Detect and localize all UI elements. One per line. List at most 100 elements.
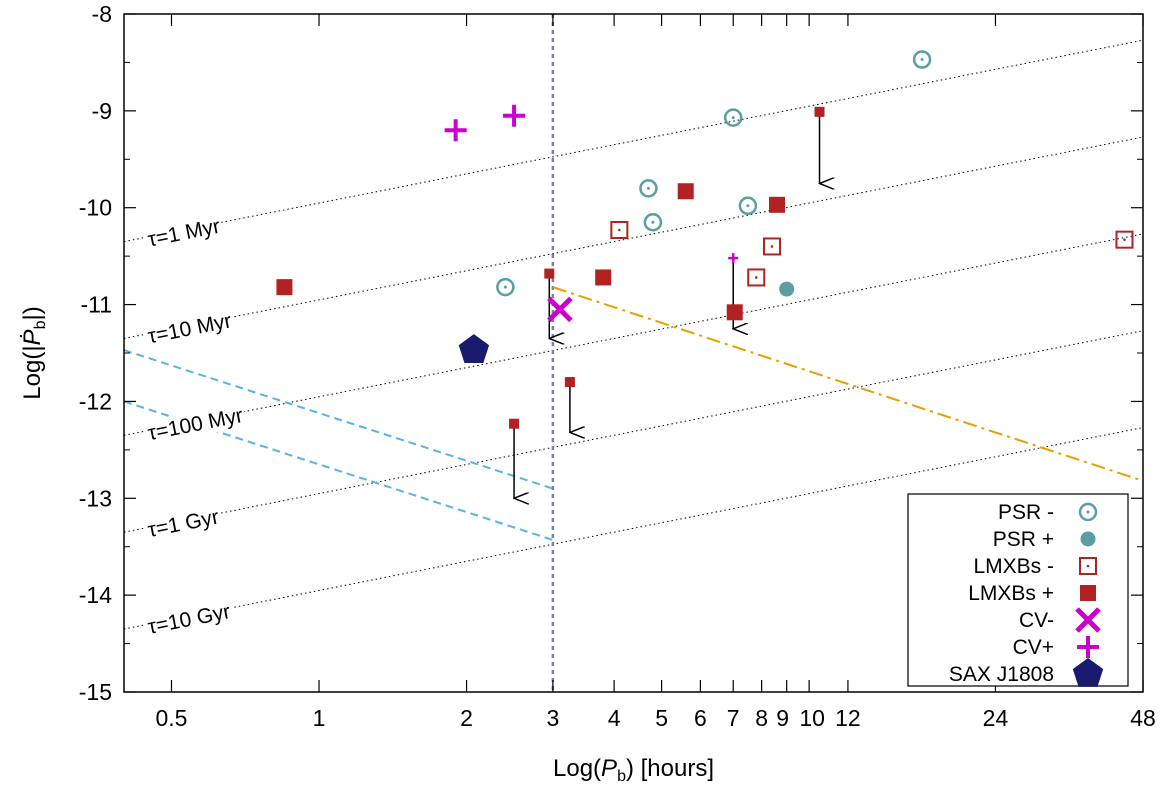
marker-dot [770,245,774,248]
y-tick-label: -12 [79,388,112,414]
marker-dot [746,204,750,208]
data-point [503,104,526,127]
blue-dashed-line [124,349,554,490]
x-tick-label: 6 [694,705,707,731]
tau-label-group: τ=10 Gyr [143,599,235,640]
x-tick-label: 4 [608,705,621,731]
legend-marker [1072,658,1104,687]
upper-limit-marker [564,377,575,388]
marker-ring [738,196,758,216]
tau-label-bg [143,505,223,543]
tau-label-group: τ=10 Myr [143,308,236,349]
data-point [779,281,795,297]
marker-ring [912,50,932,69]
legend: PSR - PSR + LMXBs - LMXBs + CV- CV+ SAX J1808 [907,493,1129,687]
data-point [610,220,629,239]
marker-ring [496,277,515,297]
legend-label: PSR + [993,528,1054,551]
data-point [747,268,766,287]
legend-marker [1079,557,1097,575]
data-point [677,183,694,200]
legend-label: PSR - [998,501,1054,524]
tau-line [124,136,1143,339]
upper-limit-marker [509,418,520,429]
marker-dot [731,116,735,120]
y-tick-label: -14 [79,582,112,608]
tau-label-bg [143,599,235,640]
upper-limit-marker [728,253,739,264]
tau-label: τ=10 Gyr [146,600,232,639]
y-axis-title: Log(|Ṗb|) [19,306,49,399]
marker-dot [618,228,621,232]
marker-square [1115,230,1134,249]
tau-label-group: τ=100 Myr [143,403,247,446]
marker-dot [503,285,507,289]
data-point [726,304,743,321]
data-point [547,296,573,323]
x-tick-label: 10 [799,705,825,731]
orange-dashdot-line [552,286,1143,482]
legend-marker [1080,585,1096,601]
y-tick-label: -9 [92,98,112,124]
marker-square [610,220,629,239]
data-point [276,279,293,296]
marker-dot [1086,564,1090,568]
tau-label-bg [143,308,236,349]
tau-label-group: τ=1 Myr [143,214,225,252]
legend-label: LMXBs + [968,582,1054,605]
x-tick-label: 5 [655,705,668,731]
y-tick-label: -10 [79,195,112,221]
axes: -8-9-10-11-12-13-14-150.5 1 2 3 4 5 6 7 8 9 10 12 24… [19,1,1156,785]
marker-square [1079,557,1097,575]
tau-label: τ=1 Myr [146,215,222,252]
tau-label: τ=1 Gyr [146,506,221,543]
marker-square [763,237,782,256]
tau-label-bg [143,214,225,252]
x-tick-label: 24 [983,705,1009,731]
legend-marker [1078,502,1098,522]
data-point [444,119,467,142]
x-tick-label: 12 [835,705,861,731]
data-point [723,108,743,127]
blue-dashed-line [124,400,554,541]
legend-marker [1075,607,1101,633]
x-tick-label: 9 [776,705,789,731]
legend-label: CV- [1019,609,1054,632]
y-tick-label: -11 [80,292,112,318]
marker-dot [754,276,758,279]
y-tick-label: -15 [79,679,112,705]
data-point [595,269,612,286]
tau-label-bg [143,403,247,446]
data-point [763,237,782,256]
data-point [643,212,663,232]
x-tick-label: 0.5 [156,705,188,731]
x-tick-label: 1 [313,705,326,731]
x-axis-title: Log(Pb) [hours] [553,755,714,785]
legend-label: CV+ [1013,636,1054,659]
marker-dot [1123,238,1126,241]
marker-ring [723,108,743,127]
x-tick-label: 8 [755,705,768,731]
marker-ring [1078,502,1098,522]
legend-label: LMXBs - [973,555,1054,578]
legend-marker [1077,636,1099,658]
marker-dot [651,220,655,224]
marker-ring [643,212,663,232]
data-point [496,277,515,297]
upper-limit-marker [544,268,555,279]
y-tick-label: -8 [92,1,112,27]
x-tick-label: 48 [1130,705,1156,731]
tau-line [124,233,1143,436]
data-point [1115,230,1134,249]
data-point [458,334,490,363]
tau-line [124,39,1143,243]
legend-label: SAX J1808 [949,663,1054,686]
marker-ring [639,179,658,198]
marker-dot [1086,510,1090,514]
data-point [912,50,932,69]
x-tick-label: 3 [546,705,559,731]
y-tick-label: -13 [79,485,112,511]
tau-label: τ=10 Myr [146,309,234,348]
data-point [639,179,658,198]
tau-label: τ=100 Myr [146,404,245,445]
